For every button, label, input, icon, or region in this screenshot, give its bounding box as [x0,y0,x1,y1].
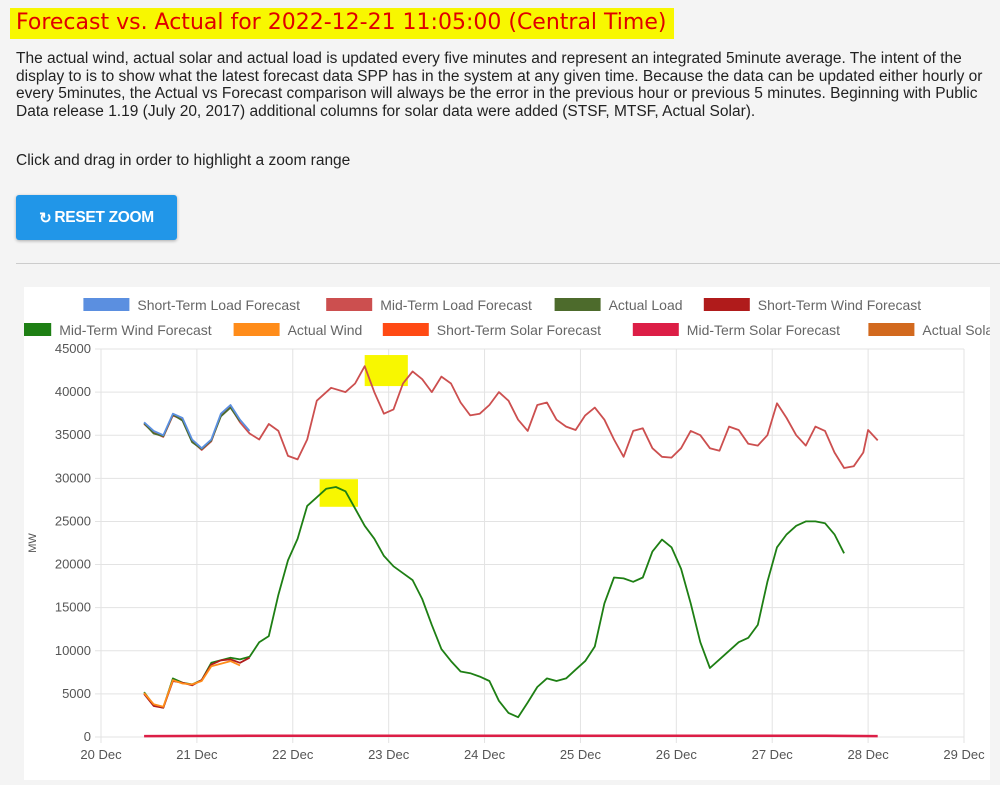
y-tick-label: 10000 [55,643,91,658]
y-tick-label: 15000 [55,600,91,615]
zoom-hint: Click and drag in order to highlight a z… [16,152,350,170]
legend-label: Short-Term Solar Forecast [437,322,601,338]
legend-label: Actual Wind [288,322,363,338]
legend-label: Mid-Term Load Forecast [380,297,532,313]
legend-swatch [555,298,601,311]
y-tick-label: 45000 [55,341,91,356]
x-tick-label: 29 Dec [943,747,985,762]
legend-swatch [868,323,914,336]
x-tick-label: 20 Dec [80,747,122,762]
legend-item[interactable]: Short-Term Load Forecast [83,297,300,313]
legend-swatch [383,323,429,336]
legend-item[interactable]: Mid-Term Wind Forecast [24,322,212,338]
x-tick-label: 24 Dec [464,747,506,762]
series-line-actual-load [144,408,240,449]
x-tick-label: 27 Dec [752,747,794,762]
refresh-icon: ↻ [39,209,51,227]
y-tick-label: 25000 [55,513,91,528]
reset-zoom-button[interactable]: ↻ RESET ZOOM [16,195,177,240]
legend-label: Short-Term Load Forecast [137,297,300,313]
legend-swatch [633,323,679,336]
reset-zoom-label: RESET ZOOM [54,209,153,227]
legend-label: Mid-Term Solar Forecast [687,322,840,338]
legend-swatch [24,323,51,336]
page-title: Forecast vs. Actual for 2022-12-21 11:05… [10,8,674,39]
x-tick-label: 21 Dec [176,747,218,762]
description-text: The actual wind, actual solar and actual… [16,50,986,120]
legend-item[interactable]: Actual Load [555,297,683,313]
chart-svg[interactable]: 0 5000 10000 15000 20000 25000 30000 35000 40000… [24,287,990,780]
legend-swatch [234,323,280,336]
y-tick-label: 5000 [62,686,91,701]
legend-label: Actual Load [609,297,683,313]
legend-label: Mid-Term Wind Forecast [59,322,212,338]
legend-label: Actual Solar [922,322,990,338]
y-tick-label: 35000 [55,427,91,442]
divider [16,263,1000,264]
x-tick-label: 26 Dec [656,747,698,762]
legend-item[interactable]: Mid-Term Load Forecast [326,297,532,313]
series-line-mid-term-load-forecast [144,366,878,468]
x-tick-label: 23 Dec [368,747,410,762]
y-tick-label: 30000 [55,470,91,485]
x-tick-label: 25 Dec [560,747,602,762]
legend-item[interactable]: Short-Term Solar Forecast [383,322,601,338]
y-axis-label: MW [27,533,39,553]
legend-swatch [326,298,372,311]
legend-swatch [704,298,750,311]
x-tick-label: 28 Dec [848,747,890,762]
legend-item[interactable]: Actual Solar [868,322,990,338]
x-tick-label: 22 Dec [272,747,314,762]
legend-item[interactable]: Actual Wind [234,322,363,338]
legend-item[interactable]: Mid-Term Solar Forecast [633,322,840,338]
y-tick-label: 0 [84,729,91,744]
legend-label: Short-Term Wind Forecast [758,297,921,313]
y-tick-label: 40000 [55,384,91,399]
forecast-chart[interactable]: 0 5000 10000 15000 20000 25000 30000 35000 40000… [24,287,990,780]
series-line-actual-wind [144,661,240,707]
y-tick-label: 20000 [55,557,91,572]
legend-swatch [83,298,129,311]
legend-item[interactable]: Short-Term Wind Forecast [704,297,921,313]
